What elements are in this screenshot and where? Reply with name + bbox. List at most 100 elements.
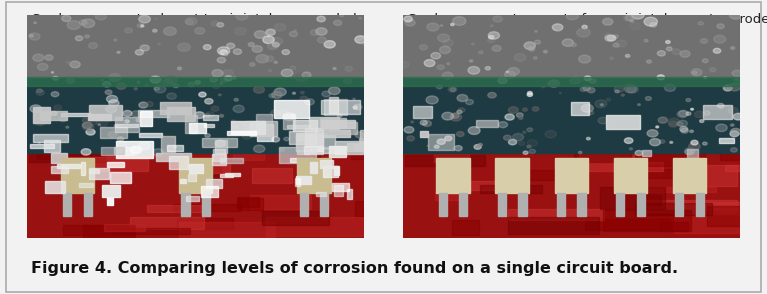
Circle shape [610, 57, 614, 59]
Bar [213, 149, 225, 161]
Circle shape [176, 109, 184, 114]
Circle shape [89, 43, 97, 49]
Circle shape [150, 76, 160, 83]
Bar [603, 210, 691, 231]
Circle shape [219, 114, 223, 117]
Circle shape [125, 28, 133, 33]
Bar [687, 149, 698, 158]
Bar [160, 102, 192, 114]
Circle shape [235, 27, 246, 35]
Circle shape [114, 39, 117, 41]
Circle shape [566, 11, 578, 20]
Circle shape [499, 122, 508, 128]
Circle shape [647, 130, 658, 137]
Circle shape [322, 148, 330, 154]
Circle shape [703, 59, 708, 63]
Circle shape [689, 143, 700, 150]
Bar [266, 217, 364, 236]
Circle shape [271, 110, 280, 116]
Bar [413, 106, 432, 118]
Bar [250, 121, 277, 136]
Circle shape [637, 104, 640, 106]
Circle shape [154, 85, 166, 93]
Bar [329, 97, 337, 113]
Circle shape [437, 139, 446, 144]
Bar [296, 133, 323, 151]
Circle shape [177, 67, 182, 70]
Circle shape [195, 81, 200, 84]
Circle shape [136, 119, 140, 122]
Circle shape [173, 84, 179, 88]
Bar [45, 181, 65, 193]
Bar [101, 147, 134, 155]
Circle shape [108, 131, 117, 138]
Circle shape [644, 17, 657, 26]
Circle shape [278, 110, 288, 116]
Circle shape [670, 141, 673, 143]
Bar [684, 202, 767, 214]
Circle shape [607, 35, 616, 41]
Bar [468, 133, 534, 146]
Circle shape [709, 68, 716, 72]
Bar [420, 131, 428, 137]
Circle shape [613, 35, 618, 38]
Circle shape [249, 63, 255, 66]
Bar [304, 146, 323, 154]
Circle shape [203, 45, 211, 50]
Bar [252, 168, 291, 183]
Circle shape [529, 149, 535, 153]
Circle shape [252, 46, 262, 52]
Circle shape [423, 121, 432, 126]
Circle shape [452, 113, 459, 118]
Circle shape [456, 132, 464, 137]
Circle shape [35, 118, 46, 126]
Bar [202, 186, 218, 197]
Circle shape [714, 35, 726, 43]
Circle shape [478, 143, 482, 146]
Circle shape [79, 20, 87, 25]
Bar [509, 217, 599, 233]
Bar [161, 136, 176, 152]
Bar [621, 152, 705, 166]
Bar [232, 130, 303, 151]
Bar [309, 117, 339, 128]
Circle shape [235, 12, 248, 20]
Circle shape [605, 35, 614, 41]
Circle shape [290, 66, 296, 70]
Bar [90, 136, 152, 154]
Circle shape [562, 39, 574, 46]
Circle shape [117, 137, 123, 141]
Circle shape [38, 64, 48, 70]
Circle shape [222, 70, 233, 76]
Circle shape [703, 142, 707, 145]
Circle shape [518, 116, 523, 119]
Bar [27, 77, 364, 153]
Circle shape [523, 131, 526, 133]
Circle shape [101, 79, 104, 81]
Bar [177, 218, 233, 229]
Text: Card components remote from air intake - not corroded: Card components remote from air intake -… [407, 13, 767, 26]
Circle shape [328, 87, 340, 95]
Bar [719, 138, 733, 143]
Circle shape [713, 48, 721, 53]
Circle shape [268, 69, 272, 72]
Bar [293, 120, 317, 131]
Bar [156, 153, 191, 161]
Circle shape [492, 45, 501, 51]
Circle shape [678, 120, 687, 127]
Circle shape [105, 90, 112, 94]
Circle shape [340, 14, 344, 17]
Circle shape [443, 39, 453, 46]
Circle shape [680, 126, 688, 132]
Circle shape [559, 92, 561, 94]
Circle shape [685, 148, 695, 155]
Bar [138, 110, 170, 116]
Circle shape [698, 22, 703, 25]
Bar [311, 162, 318, 173]
Circle shape [657, 75, 664, 80]
Circle shape [36, 90, 44, 95]
Circle shape [615, 90, 619, 93]
Bar [114, 147, 123, 154]
Circle shape [570, 77, 580, 84]
Circle shape [195, 28, 205, 34]
